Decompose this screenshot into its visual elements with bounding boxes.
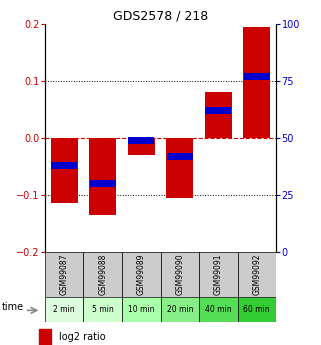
Bar <box>205 92 232 138</box>
Text: 2 min: 2 min <box>53 305 75 314</box>
Text: 10 min: 10 min <box>128 305 154 314</box>
Bar <box>238 297 276 322</box>
Bar <box>45 252 83 297</box>
Text: GSM99089: GSM99089 <box>137 254 146 295</box>
Text: GSM99091: GSM99091 <box>214 254 223 295</box>
Bar <box>167 152 193 160</box>
Text: 20 min: 20 min <box>167 305 193 314</box>
Bar <box>199 252 238 297</box>
Bar <box>160 252 199 297</box>
Bar <box>83 297 122 322</box>
Bar <box>45 297 83 322</box>
Bar <box>122 252 160 297</box>
Text: 60 min: 60 min <box>244 305 270 314</box>
Bar <box>244 73 270 80</box>
Bar <box>166 138 193 198</box>
Bar <box>128 137 154 144</box>
Text: time: time <box>2 302 24 312</box>
Bar <box>243 27 270 138</box>
Bar <box>83 252 122 297</box>
Text: GSM99092: GSM99092 <box>252 254 261 295</box>
Bar <box>51 161 77 169</box>
Text: log2 ratio: log2 ratio <box>59 332 105 342</box>
Text: 5 min: 5 min <box>92 305 114 314</box>
Text: GSM99090: GSM99090 <box>175 254 184 295</box>
Bar <box>128 138 155 155</box>
Bar <box>39 328 51 345</box>
Text: 40 min: 40 min <box>205 305 231 314</box>
Bar <box>122 297 160 322</box>
Title: GDS2578 / 218: GDS2578 / 218 <box>113 10 208 23</box>
Bar <box>89 138 116 215</box>
Text: GSM99088: GSM99088 <box>98 254 107 295</box>
Text: GSM99087: GSM99087 <box>60 254 69 295</box>
Bar <box>205 107 231 115</box>
Bar <box>199 297 238 322</box>
Bar <box>160 297 199 322</box>
Bar <box>51 138 78 204</box>
Bar <box>90 180 116 187</box>
Bar <box>238 252 276 297</box>
